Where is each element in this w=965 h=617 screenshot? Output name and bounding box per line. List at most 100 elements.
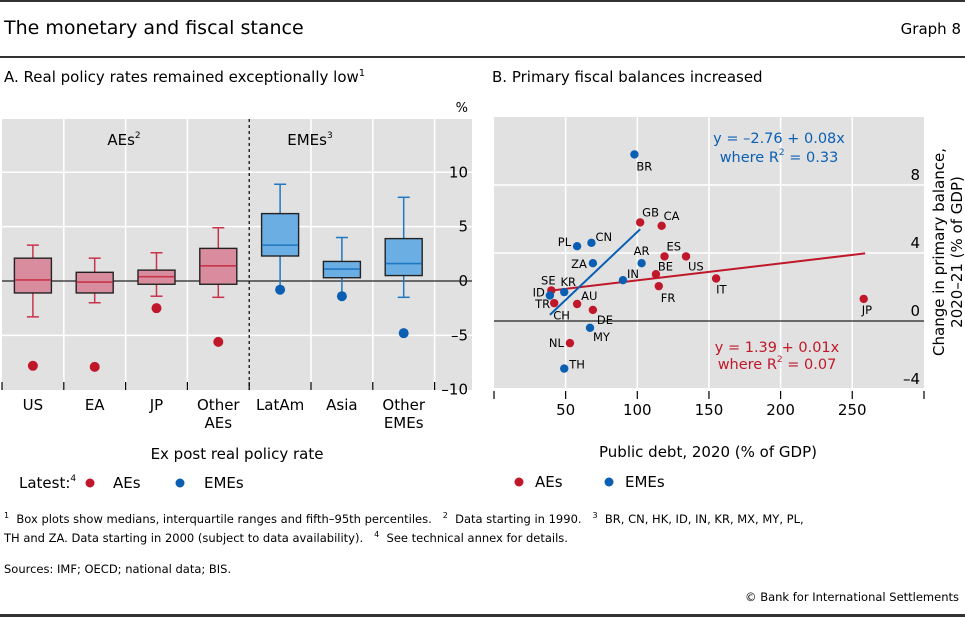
footnote-text: Box plots show medians, interquartile ra…: [16, 511, 432, 526]
x-category-label: US: [23, 396, 44, 414]
top-rule: [0, 0, 965, 2]
y-tick-label: 8: [910, 166, 920, 184]
latest-dot: [275, 284, 286, 295]
ae-point-us: [681, 252, 691, 261]
unit-label: %: [456, 101, 468, 116]
ae-point-de: [588, 305, 598, 315]
x-category-label: EMEs: [384, 414, 424, 432]
x-category-label: JP: [149, 396, 163, 414]
y-tick-label: 10: [449, 163, 468, 181]
point-label: AR: [634, 244, 650, 258]
footnote-number: 2: [442, 511, 448, 520]
point-label: NL: [549, 336, 565, 350]
eme-point-my: [585, 323, 595, 332]
eme-point-th: [560, 364, 569, 373]
eme-point-kr: [560, 287, 569, 297]
point-label: BE: [658, 259, 673, 273]
x-tick-label: 50: [556, 401, 575, 419]
y-tick-label: –10: [441, 381, 468, 399]
latest-dot: [151, 303, 162, 314]
x-tick-label: 150: [695, 401, 724, 419]
ae-point-nl: [565, 338, 575, 348]
footnote-number: 1: [4, 511, 10, 520]
eme-point-ar: [637, 259, 646, 268]
x-tick-label: 250: [838, 401, 867, 419]
footnote-text: TH and ZA. Data starting in 2000 (subjec…: [4, 530, 364, 545]
footnote-ref: 1: [358, 68, 366, 79]
ae-point-be: [651, 270, 661, 279]
bottom-rule: [0, 614, 965, 617]
footnotes-line-1: 1 Box plots show medians, interquartile …: [4, 507, 804, 528]
point-label: GB: [642, 205, 659, 219]
eme-regression-line: [549, 228, 641, 316]
ae-equation: y = 1.39 + 0.01x: [715, 340, 840, 356]
x-axis-label: Public debt, 2020 (% of GDP): [599, 443, 817, 461]
legend-eme-label: EMEs: [204, 474, 244, 492]
eme-point-id: [545, 291, 555, 300]
legend-eme-marker: [175, 478, 185, 488]
ae-point-jp: [859, 294, 868, 304]
legend-eme-marker: [604, 477, 614, 487]
y-tick-label: –4: [903, 370, 920, 388]
graph-number: Graph 8: [900, 20, 961, 38]
ae-point-fr: [654, 281, 663, 291]
ae-r-squared: where R2 = 0.07: [718, 355, 837, 373]
panel-a-title-text: A. Real policy rates remained exceptiona…: [4, 68, 359, 86]
x-tick-label: 100: [623, 401, 652, 419]
point-label: FR: [661, 291, 676, 305]
eme-point-cn: [587, 238, 596, 247]
point-label: ID: [533, 286, 545, 300]
point-label: US: [688, 259, 704, 273]
ae-point-es: [660, 252, 669, 261]
panel-a-title: A. Real policy rates remained exceptiona…: [4, 68, 365, 86]
latest-dot: [27, 360, 38, 371]
box-iqr: [384, 237, 423, 277]
point-label: CN: [595, 230, 612, 244]
y-tick-label: 0: [910, 302, 920, 320]
panel-b-title: B. Primary fiscal balances increased: [492, 68, 763, 86]
box-iqr: [260, 212, 300, 257]
point-label: TR: [534, 297, 550, 311]
point-label: MY: [593, 330, 611, 344]
eme-point-pl: [572, 242, 582, 251]
x-category-label: EA: [85, 396, 105, 414]
y-axis-label: Change in primary balance,: [930, 148, 948, 356]
legend-ae-label: AEs: [535, 473, 563, 491]
copyright: © Bank for International Settlements: [745, 590, 959, 604]
point-label: JP: [861, 303, 872, 317]
y-axis-label: 2020–21 (% of GDP): [948, 176, 965, 328]
point-label: ES: [667, 239, 682, 253]
footnotes-line-2: TH and ZA. Data starting in 2000 (subjec…: [4, 526, 568, 547]
legend-ae-label: AEs: [113, 474, 141, 492]
footnote-number: 3: [592, 511, 598, 520]
point-label: IN: [627, 267, 639, 281]
ae-point-au: [572, 299, 582, 309]
legend-ae-marker: [514, 477, 524, 487]
x-tick-label: 200: [766, 401, 795, 419]
ae-point-gb: [635, 218, 645, 227]
y-tick-label: 5: [458, 218, 468, 236]
legend-ae-marker: [85, 478, 95, 488]
title-rule: [0, 56, 965, 58]
footnote-text: Data starting in 1990.: [455, 511, 582, 526]
group-label: EMEs3: [287, 131, 332, 149]
footnote-number: 4: [374, 530, 380, 539]
footnote-text: BR, CN, HK, ID, IN, KR, MX, MY, PL,: [604, 511, 804, 526]
ae-point-it: [711, 274, 721, 283]
point-label: PL: [558, 235, 572, 249]
eme-point-in: [618, 276, 628, 285]
ae-point-ca: [657, 221, 666, 230]
point-label: DE: [597, 313, 613, 327]
latest-dot: [213, 336, 224, 347]
eme-point-za: [588, 259, 598, 268]
x-category-label: AEs: [205, 414, 233, 432]
point-label: AU: [581, 289, 597, 303]
point-label: TH: [568, 358, 585, 372]
sources: Sources: IMF; OECD; national data; BIS.: [4, 562, 232, 576]
page-title: The monetary and fiscal stance: [4, 17, 304, 39]
ae-point-tr: [549, 298, 559, 308]
point-label: KR: [560, 275, 576, 289]
x-category-label: LatAm: [256, 396, 304, 414]
eme-point-br: [630, 150, 639, 159]
